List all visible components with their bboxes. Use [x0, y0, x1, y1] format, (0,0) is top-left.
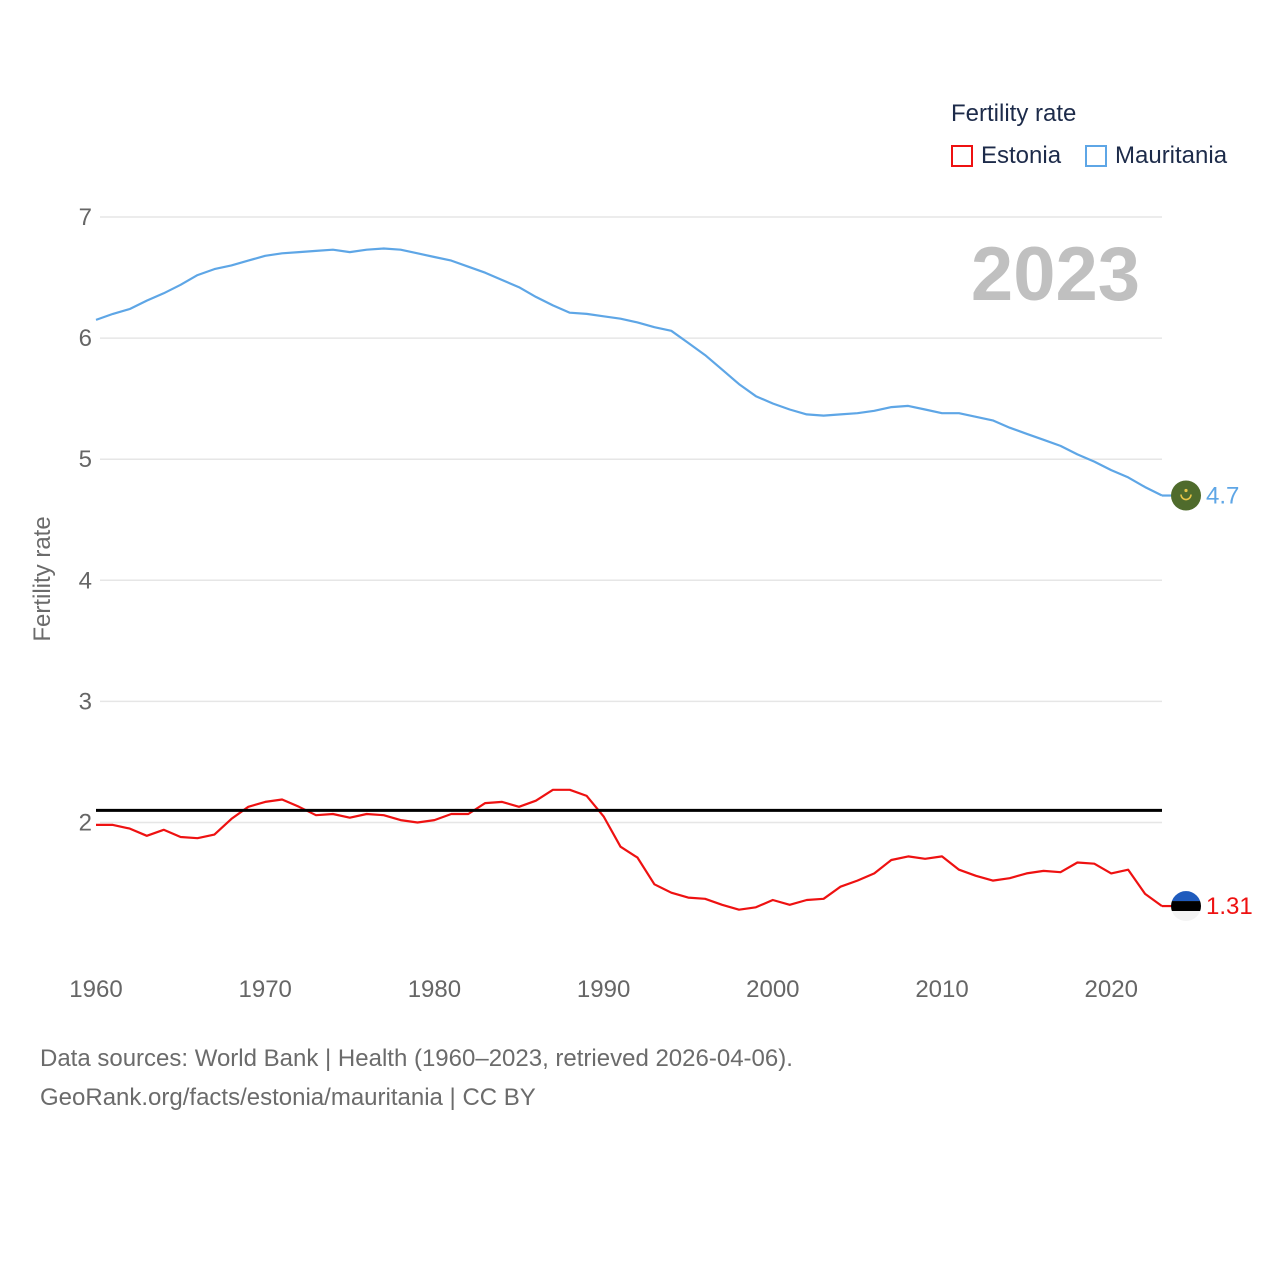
- mauritania-flag-disc: [1171, 480, 1201, 511]
- x-tick-label: 2020: [1085, 976, 1138, 1003]
- legend-item-estonia[interactable]: Estonia: [951, 142, 1061, 170]
- legend-swatch-mauritania: [1085, 145, 1107, 167]
- estonia-flag-icon: [1171, 891, 1201, 922]
- x-tick-label: 1990: [577, 976, 630, 1003]
- legend-label-mauritania: Mauritania: [1115, 142, 1228, 169]
- legend-title: Fertility rate: [951, 100, 1077, 127]
- current-year-label: 2023: [971, 232, 1140, 317]
- x-axis-ticks: 1960 1970 1980 1990 2000 2010 2020: [69, 976, 1138, 1003]
- y-tick-label: 4: [79, 567, 92, 594]
- y-tick-label: 2: [79, 810, 92, 837]
- y-axis-ticks: 2 3 4 5 6 7: [79, 204, 92, 837]
- legend-swatch-estonia: [951, 145, 973, 167]
- crescent-icon: [1180, 494, 1192, 501]
- y-tick-label: 5: [79, 446, 92, 473]
- legend-item-mauritania[interactable]: Mauritania: [1085, 142, 1227, 170]
- y-axis-label: Fertility rate: [29, 516, 56, 641]
- series-end-markers: 1.31 4.7: [1162, 480, 1253, 922]
- source-url-line: GeoRank.org/facts/estonia/mauritania | C…: [40, 1084, 536, 1111]
- flag-band: [1171, 901, 1201, 912]
- star-icon: [1184, 488, 1188, 493]
- x-tick-label: 1960: [69, 976, 122, 1003]
- flag-band: [1171, 891, 1201, 902]
- y-tick-label: 3: [79, 688, 92, 715]
- x-tick-label: 1970: [239, 976, 292, 1003]
- y-tick-label: 6: [79, 325, 92, 352]
- gridlines: [100, 216, 1162, 824]
- end-value-label-mauritania: 4.7: [1206, 483, 1239, 510]
- source-line: Data sources: World Bank | Health (1960–…: [40, 1045, 793, 1072]
- end-value-label-estonia: 1.31: [1206, 893, 1253, 920]
- y-tick-label: 7: [79, 204, 92, 231]
- x-tick-label: 1980: [408, 976, 461, 1003]
- mauritania-flag-icon: [1171, 480, 1201, 511]
- legend-label-estonia: Estonia: [981, 142, 1062, 169]
- x-tick-label: 2010: [915, 976, 968, 1003]
- flag-band: [1171, 911, 1201, 922]
- series-lines: [95, 247, 1163, 911]
- series-line-estonia: [96, 788, 1163, 911]
- x-tick-label: 2000: [746, 976, 799, 1003]
- series-line-mauritania: [95, 247, 1163, 497]
